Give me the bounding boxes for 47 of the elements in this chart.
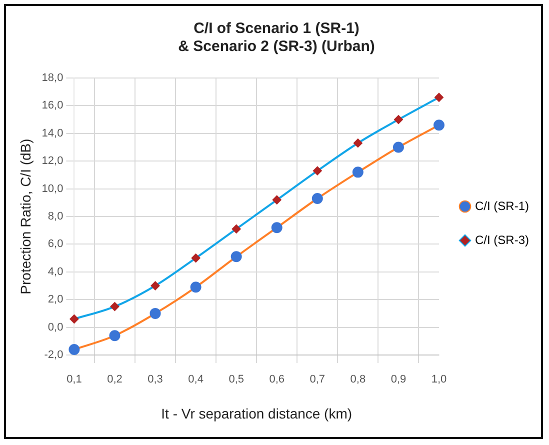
y-tick-label: 16,0 <box>42 100 64 112</box>
point <box>68 344 80 355</box>
y-tick-label: 0,0 <box>48 321 64 334</box>
point <box>272 195 282 204</box>
x-tick-label: 0,4 <box>188 374 204 386</box>
text: & Scenario 2 (SR-3) (Urban) <box>178 38 375 56</box>
y-tick-label: 18,0 <box>42 72 64 84</box>
x-tick-label: 1,0 <box>431 374 447 386</box>
point <box>230 251 242 262</box>
point <box>232 224 241 234</box>
point <box>70 314 79 324</box>
point <box>110 302 120 312</box>
x-tick-label: 0,9 <box>390 374 406 386</box>
x-tick-label: 0,8 <box>350 374 366 386</box>
y-tick-label: 4,0 <box>48 266 64 278</box>
x-tick-label: 0,3 <box>148 374 163 386</box>
point <box>109 330 120 342</box>
y-tick-label: 8,0 <box>48 210 64 223</box>
x-tick-label: 0,2 <box>107 374 122 386</box>
y-tick-label: 2,0 <box>48 294 64 306</box>
point <box>190 282 202 293</box>
point <box>392 142 404 153</box>
point <box>191 254 200 263</box>
point <box>312 192 323 204</box>
y-tick-label: 14,0 <box>42 127 64 140</box>
text: C/I of Scenario 1 (SR-1) <box>194 20 360 38</box>
point <box>353 138 362 148</box>
y-axis-title: Protection Ratio, C/I (dB) <box>17 138 34 294</box>
legend-label: C/I (SR-1) <box>475 198 530 213</box>
x-axis-title: It - Vr separation distance (km) <box>161 405 352 422</box>
y-tick-label: 10,0 <box>42 182 64 195</box>
y-tick-label: -2,0 <box>44 349 64 362</box>
x-tick-label: 0,7 <box>310 374 326 386</box>
point <box>434 92 444 102</box>
point <box>352 166 364 178</box>
point <box>394 115 403 124</box>
legend-label: C/I (SR-3) <box>475 232 530 247</box>
point <box>271 222 282 234</box>
point <box>150 281 160 290</box>
y-tick-label: 6,0 <box>48 238 64 250</box>
x-tick-label: 0,5 <box>228 374 244 386</box>
x-tick-label: 0,1 <box>66 374 82 386</box>
point <box>312 166 322 176</box>
point <box>434 120 444 131</box>
point <box>150 308 161 319</box>
y-tick-label: 12,0 <box>42 155 64 168</box>
x-tick-label: 0,6 <box>269 374 285 386</box>
